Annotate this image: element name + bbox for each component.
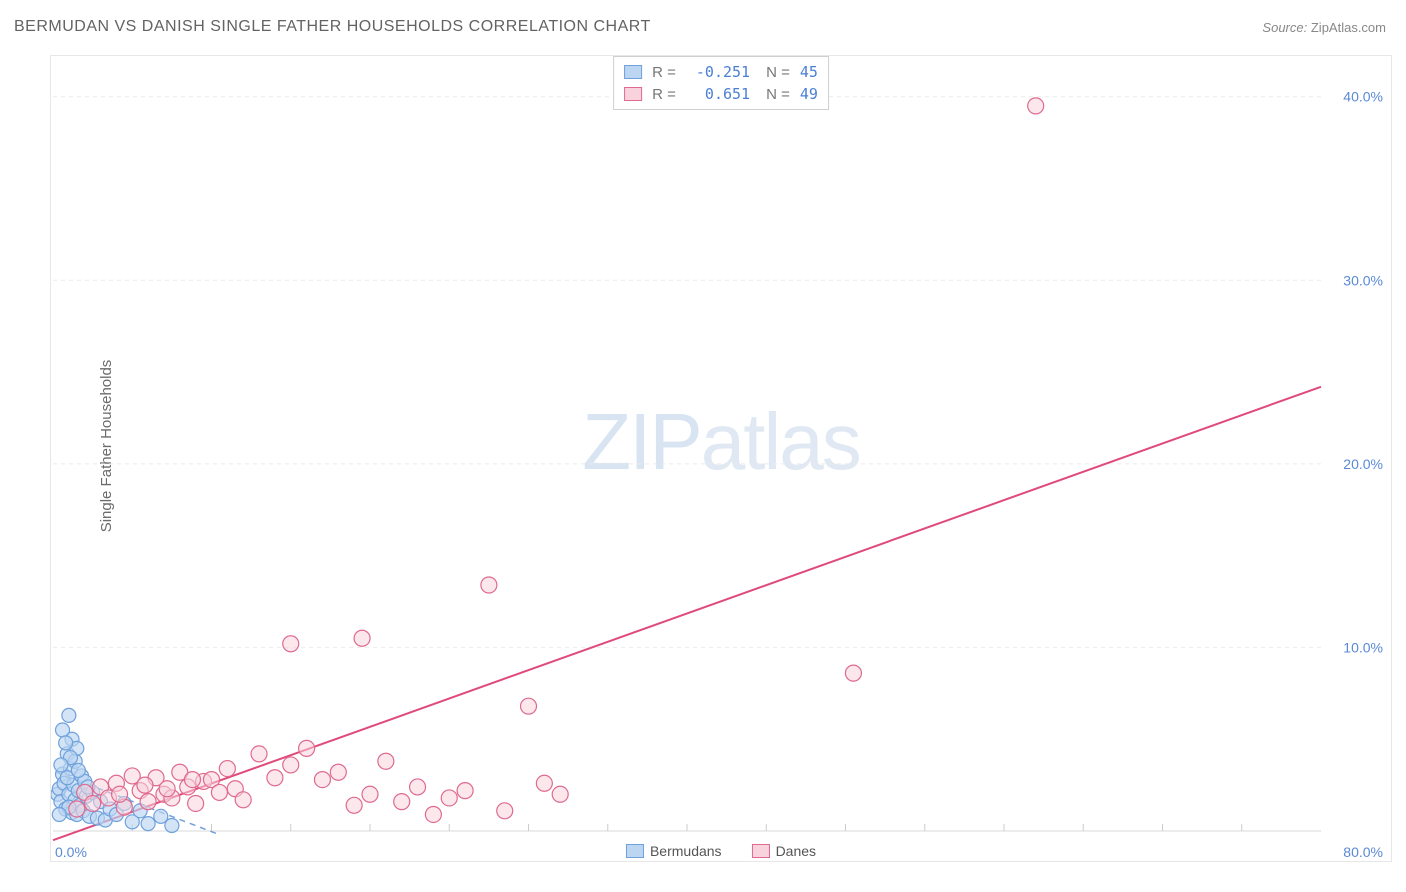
- chart-container: ZIPatlas 10.0%20.0%30.0%40.0%0.0%80.0% R…: [50, 55, 1392, 862]
- r-value-danes: 0.651: [690, 85, 750, 103]
- swatch-bermudans: [626, 844, 644, 858]
- swatch-danes: [624, 87, 642, 101]
- series-legend: Bermudans Danes: [626, 843, 816, 859]
- r-label: R =: [652, 86, 680, 103]
- legend-row-danes: R = 0.651 N = 49: [624, 83, 818, 105]
- svg-text:20.0%: 20.0%: [1343, 456, 1383, 472]
- swatch-bermudans: [624, 65, 642, 79]
- svg-text:10.0%: 10.0%: [1343, 639, 1383, 655]
- source-attribution: Source: ZipAtlas.com: [1262, 20, 1386, 35]
- svg-text:0.0%: 0.0%: [55, 844, 87, 860]
- n-label: N =: [766, 64, 790, 81]
- n-value-danes: 49: [800, 85, 818, 103]
- legend-label-danes: Danes: [776, 843, 816, 859]
- n-label: N =: [766, 86, 790, 103]
- r-label: R =: [652, 64, 680, 81]
- source-value: ZipAtlas.com: [1311, 20, 1386, 35]
- legend-item-bermudans: Bermudans: [626, 843, 722, 859]
- scatter-plot: 10.0% 20.0% 30.0% 40.0% 0.0% 80.0%: [51, 56, 1391, 861]
- r-value-bermudans: -0.251: [690, 63, 750, 81]
- legend-label-bermudans: Bermudans: [650, 843, 722, 859]
- svg-text:40.0%: 40.0%: [1343, 89, 1383, 105]
- correlation-legend: R = -0.251 N = 45 R = 0.651 N = 49: [613, 56, 829, 110]
- n-value-bermudans: 45: [800, 63, 818, 81]
- swatch-danes: [752, 844, 770, 858]
- source-label: Source:: [1262, 20, 1307, 35]
- legend-item-danes: Danes: [752, 843, 816, 859]
- svg-text:30.0%: 30.0%: [1343, 272, 1383, 288]
- chart-title: BERMUDAN VS DANISH SINGLE FATHER HOUSEHO…: [14, 18, 651, 36]
- svg-text:80.0%: 80.0%: [1343, 844, 1383, 860]
- legend-row-bermudans: R = -0.251 N = 45: [624, 61, 818, 83]
